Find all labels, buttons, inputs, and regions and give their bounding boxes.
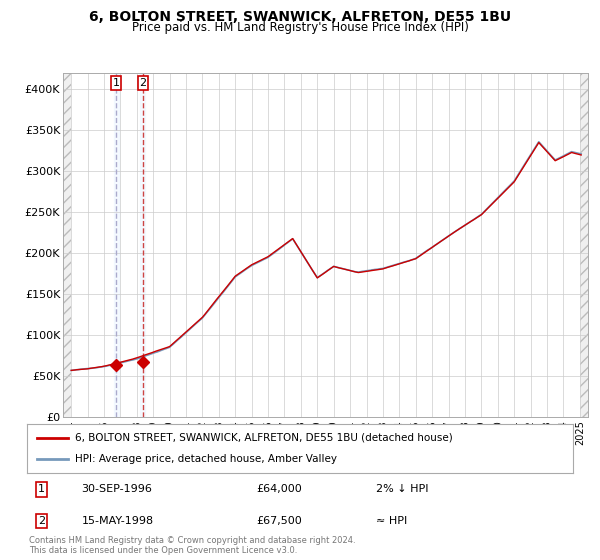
Bar	[140, 73, 145, 417]
Bar	[580, 73, 588, 417]
Text: Price paid vs. HM Land Registry's House Price Index (HPI): Price paid vs. HM Land Registry's House …	[131, 21, 469, 34]
Text: 6, BOLTON STREET, SWANWICK, ALFRETON, DE55 1BU (detached house): 6, BOLTON STREET, SWANWICK, ALFRETON, DE…	[75, 433, 453, 443]
Bar	[63, 73, 71, 417]
Text: £64,000: £64,000	[256, 484, 302, 494]
Text: 2: 2	[139, 78, 146, 88]
Text: 2% ↓ HPI: 2% ↓ HPI	[376, 484, 429, 494]
Text: 1: 1	[38, 484, 45, 494]
Text: 1: 1	[113, 78, 120, 88]
Text: 15-MAY-1998: 15-MAY-1998	[82, 516, 154, 526]
Text: 30-SEP-1996: 30-SEP-1996	[82, 484, 152, 494]
Text: ≈ HPI: ≈ HPI	[376, 516, 407, 526]
Text: £67,500: £67,500	[256, 516, 302, 526]
Text: Contains HM Land Registry data © Crown copyright and database right 2024.
This d: Contains HM Land Registry data © Crown c…	[29, 536, 355, 556]
Bar	[114, 73, 119, 417]
Text: 6, BOLTON STREET, SWANWICK, ALFRETON, DE55 1BU: 6, BOLTON STREET, SWANWICK, ALFRETON, DE…	[89, 10, 511, 24]
Text: HPI: Average price, detached house, Amber Valley: HPI: Average price, detached house, Ambe…	[75, 454, 337, 464]
Text: 2: 2	[38, 516, 45, 526]
